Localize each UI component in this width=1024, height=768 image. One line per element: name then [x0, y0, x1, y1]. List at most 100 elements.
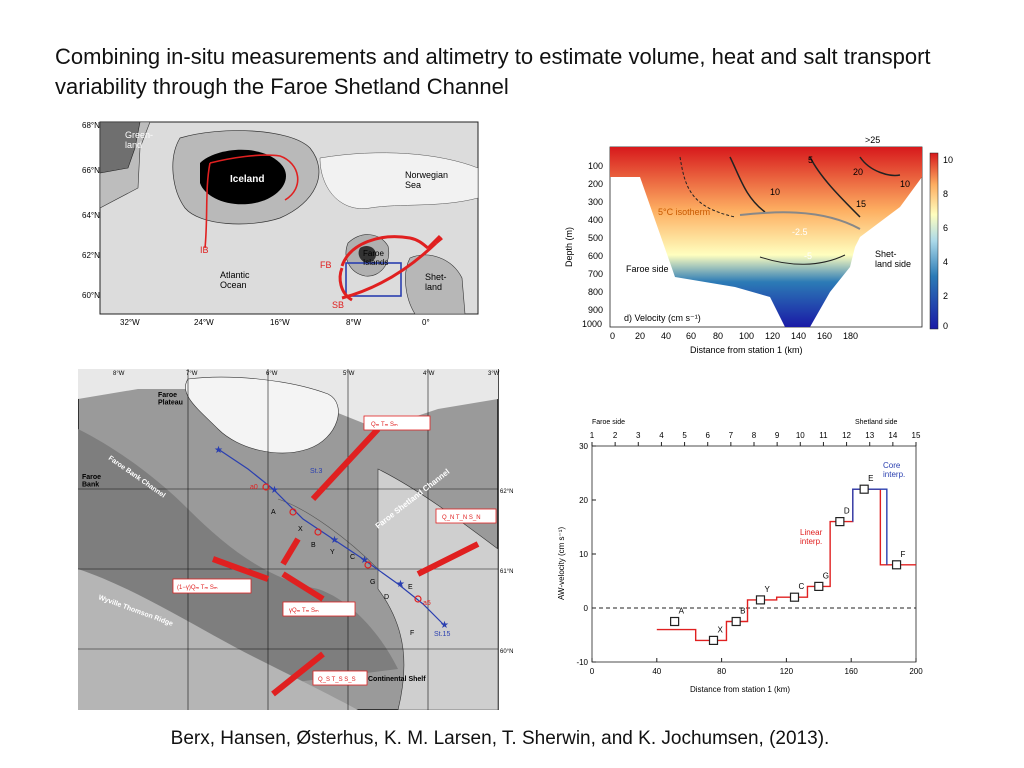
- svg-text:★: ★: [440, 620, 449, 631]
- x-tick-label: 40: [652, 667, 661, 676]
- station-tick-label: 8: [752, 431, 757, 440]
- citation: Berx, Hansen, Østerhus, K. M. Larsen, T.…: [170, 728, 830, 749]
- data-point-label: X: [718, 625, 724, 634]
- lat-label: 62°N: [500, 489, 513, 495]
- x-tick-label: 80: [717, 667, 726, 676]
- velocity-panel-label: d) Velocity (cm s⁻¹): [624, 313, 701, 323]
- y-tick: 200: [588, 179, 603, 189]
- point-label: Y: [330, 549, 335, 556]
- velocity-ylabel: Depth (m): [564, 227, 574, 267]
- x-tick: 40: [661, 331, 671, 341]
- iceland-label: Iceland: [230, 174, 264, 185]
- fb-label: FB: [320, 260, 332, 270]
- x-tick: 0: [610, 331, 615, 341]
- lon-label: 5°W: [343, 371, 355, 377]
- y-tick-label: -10: [576, 658, 588, 667]
- svg-text:★: ★: [360, 555, 369, 566]
- y-tick: 600: [588, 251, 603, 261]
- station-tick-label: 3: [636, 431, 641, 440]
- faroe-islands-label: Faroe Islands: [363, 249, 388, 267]
- lat-label: 68°N: [82, 121, 100, 130]
- point-label: A: [271, 509, 276, 516]
- svg-text:★: ★: [396, 579, 405, 590]
- x-tick: 20: [635, 331, 645, 341]
- data-point-label: Y: [764, 585, 770, 594]
- ib-label: IB: [200, 245, 209, 255]
- atlantic-ocean-label: Atlantic Ocean: [220, 270, 250, 290]
- chart-xlabel: Distance from station 1 (km): [690, 685, 790, 694]
- slide-title: Combining in-situ measurements and altim…: [55, 44, 931, 99]
- y-tick-label: 30: [579, 442, 588, 451]
- x-tick: 100: [739, 331, 754, 341]
- lat-label: 62°N: [82, 251, 100, 260]
- data-point-label: F: [901, 550, 906, 559]
- svg-text:Q_N T_N S_N: Q_N T_N S_N: [442, 515, 481, 521]
- lon-label: 32°W: [120, 318, 140, 327]
- colorbar-tick: 0: [943, 321, 948, 331]
- colorbar-tick: 2: [943, 291, 948, 301]
- data-point: [859, 484, 869, 494]
- station-tick-label: 12: [842, 431, 851, 440]
- station-tick-label: 6: [705, 431, 710, 440]
- faroe-plateau-label: Faroe Plateau: [158, 392, 183, 407]
- y-tick: 800: [588, 287, 603, 297]
- lon-label: 3°W: [488, 371, 500, 377]
- transport-box: Qₘ Tₘ Sₘ: [363, 415, 431, 431]
- svg-text:γQₘ Tₘ Sₘ: γQₘ Tₘ Sₘ: [289, 608, 319, 614]
- point-label: E: [408, 584, 413, 591]
- legend-core-interp: Core interp.: [883, 461, 905, 479]
- y-tick: 1000: [582, 319, 602, 329]
- y-tick-label: 10: [579, 550, 588, 559]
- point-label: F: [410, 630, 414, 637]
- colorbar-tick: 10: [943, 155, 953, 165]
- top-axis-left-label: Faroe side: [592, 419, 625, 426]
- shetland-side-label: Shet-land side: [875, 249, 911, 269]
- lat-label: 61°N: [500, 569, 513, 575]
- station-tick-label: 10: [796, 431, 805, 440]
- x-tick: 180: [843, 331, 858, 341]
- svg-text:★: ★: [270, 485, 279, 496]
- station-label-st15: St.15: [434, 631, 450, 638]
- data-point-label: D: [844, 507, 850, 516]
- faroe-bank-label: Faroe Bank: [82, 474, 101, 489]
- y-tick-label: 20: [579, 496, 588, 505]
- faroe-side-label: Faroe side: [626, 264, 669, 274]
- velocity-x-ticks: 0 20 40 60 80 100 120 140 160 180: [610, 331, 858, 341]
- colorbar-tick: 8: [943, 189, 948, 199]
- contour-label: -5: [804, 251, 812, 261]
- station-tick-label: 9: [775, 431, 780, 440]
- data-point-label: A: [679, 607, 685, 616]
- data-point-label: G: [823, 571, 829, 580]
- station-tick-label: 2: [613, 431, 618, 440]
- y-tick: 100: [588, 161, 603, 171]
- lon-label: 4°W: [423, 371, 435, 377]
- point-label: X: [298, 526, 303, 533]
- colorbar: [929, 152, 939, 330]
- x-tick: 160: [817, 331, 832, 341]
- a0-label: a0: [250, 484, 258, 491]
- overview-map: 68°N 66°N 64°N 62°N 60°N 32°W 24°W 16°W …: [82, 121, 479, 327]
- data-point: [755, 595, 766, 605]
- data-point-label: E: [868, 474, 873, 483]
- station-tick-label: 4: [659, 431, 664, 440]
- transport-box: γQₘ Tₘ Sₘ: [282, 601, 356, 617]
- colorbar-tick: 4: [943, 257, 948, 267]
- continental-shelf-label: Continental Shelf: [368, 676, 426, 683]
- lat-label: 64°N: [82, 211, 100, 220]
- station-tick-label: 11: [819, 431, 828, 440]
- x-tick-label: 0: [590, 667, 595, 676]
- y-tick: 700: [588, 269, 603, 279]
- contour-label: 10: [770, 187, 780, 197]
- data-point: [731, 616, 741, 627]
- point-label: G: [370, 579, 375, 586]
- data-point: [789, 592, 800, 602]
- svg-text:(1−γ)Qₘ Tₘ Sₘ: (1−γ)Qₘ Tₘ Sₘ: [177, 585, 218, 591]
- greenland-label: Green-land: [125, 130, 153, 150]
- contour-label: 20: [853, 167, 863, 177]
- station-tick-label: 13: [865, 431, 874, 440]
- svg-text:Q_S T_S S_S: Q_S T_S S_S: [318, 677, 356, 683]
- y-tick-label: 0: [584, 604, 589, 613]
- contour-label: 10: [900, 179, 910, 189]
- lon-label: 7°W: [186, 371, 198, 377]
